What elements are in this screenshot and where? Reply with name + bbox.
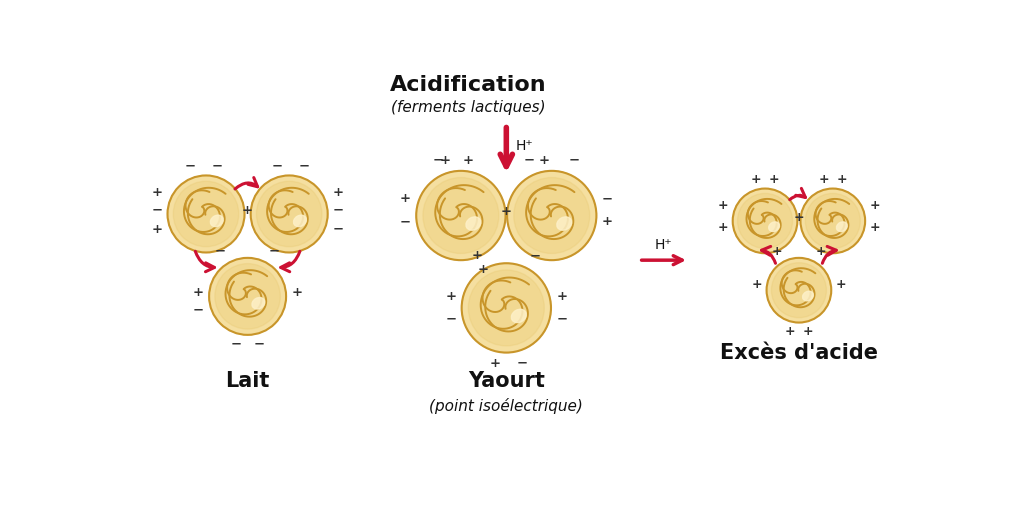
Text: −: − bbox=[556, 313, 567, 326]
Text: +: + bbox=[463, 154, 474, 167]
Text: +: + bbox=[794, 211, 804, 224]
Text: Lait: Lait bbox=[225, 371, 269, 391]
Text: +: + bbox=[815, 245, 825, 258]
Text: −: − bbox=[193, 304, 204, 317]
Text: (point isoélectrique): (point isoélectrique) bbox=[429, 399, 584, 415]
Ellipse shape bbox=[252, 297, 265, 309]
Text: +: + bbox=[489, 357, 501, 370]
Text: +: + bbox=[193, 286, 204, 299]
Circle shape bbox=[416, 171, 506, 260]
Circle shape bbox=[771, 263, 826, 318]
Circle shape bbox=[423, 177, 499, 253]
Ellipse shape bbox=[803, 291, 813, 301]
Text: −: − bbox=[254, 337, 265, 351]
Text: +: + bbox=[445, 290, 457, 303]
Text: Acidification: Acidification bbox=[389, 75, 546, 94]
Circle shape bbox=[767, 258, 831, 322]
Text: −: − bbox=[516, 357, 527, 370]
Text: +: + bbox=[718, 199, 728, 212]
Text: +: + bbox=[784, 325, 795, 338]
Ellipse shape bbox=[511, 309, 526, 323]
Ellipse shape bbox=[210, 215, 223, 227]
Circle shape bbox=[256, 181, 322, 247]
Text: −: − bbox=[433, 154, 444, 167]
Text: +: + bbox=[152, 186, 162, 199]
Circle shape bbox=[462, 263, 551, 352]
Text: +: + bbox=[440, 154, 451, 167]
Text: +: + bbox=[769, 173, 779, 186]
Text: −: − bbox=[524, 154, 535, 167]
Circle shape bbox=[173, 181, 239, 247]
Text: −: − bbox=[299, 160, 310, 173]
Text: +: + bbox=[837, 173, 847, 186]
Circle shape bbox=[251, 175, 328, 252]
Text: +: + bbox=[803, 325, 813, 338]
Ellipse shape bbox=[466, 217, 481, 230]
Circle shape bbox=[468, 270, 545, 346]
Text: −: − bbox=[602, 192, 612, 205]
Text: +: + bbox=[869, 199, 881, 212]
Text: −: − bbox=[185, 160, 197, 173]
Text: −: − bbox=[272, 160, 284, 173]
Text: +: + bbox=[539, 154, 550, 167]
Circle shape bbox=[801, 188, 865, 253]
Ellipse shape bbox=[294, 215, 306, 227]
Circle shape bbox=[209, 258, 286, 335]
Text: +: + bbox=[478, 263, 489, 276]
Text: H⁺: H⁺ bbox=[515, 139, 534, 153]
Text: −: − bbox=[568, 154, 580, 167]
Text: −: − bbox=[152, 203, 162, 216]
Text: +: + bbox=[836, 278, 847, 291]
Text: −: − bbox=[230, 337, 242, 351]
Ellipse shape bbox=[769, 222, 779, 231]
Text: −: − bbox=[212, 160, 223, 173]
Text: +: + bbox=[242, 203, 253, 216]
Circle shape bbox=[215, 264, 281, 329]
Text: (ferments lactiques): (ferments lactiques) bbox=[390, 100, 545, 115]
Text: −: − bbox=[269, 245, 281, 258]
Text: +: + bbox=[869, 221, 881, 234]
Text: −: − bbox=[400, 215, 411, 228]
Text: +: + bbox=[751, 173, 761, 186]
Text: +: + bbox=[718, 221, 728, 234]
Circle shape bbox=[168, 175, 245, 252]
Text: +: + bbox=[556, 290, 567, 303]
Text: H⁺: H⁺ bbox=[654, 238, 672, 252]
Text: −: − bbox=[333, 203, 344, 216]
Text: +: + bbox=[602, 215, 612, 228]
Circle shape bbox=[507, 171, 596, 260]
Text: −: − bbox=[501, 154, 512, 167]
Text: +: + bbox=[152, 223, 162, 236]
Text: +: + bbox=[472, 249, 483, 262]
Circle shape bbox=[514, 177, 590, 253]
Ellipse shape bbox=[837, 222, 847, 231]
Text: +: + bbox=[752, 278, 762, 291]
Text: −: − bbox=[529, 249, 541, 262]
Text: Yaourt: Yaourt bbox=[468, 371, 545, 391]
Text: +: + bbox=[333, 186, 344, 199]
Ellipse shape bbox=[557, 217, 571, 230]
Text: +: + bbox=[400, 192, 411, 205]
Text: −: − bbox=[333, 223, 344, 236]
Text: +: + bbox=[292, 286, 302, 299]
Circle shape bbox=[805, 194, 860, 249]
Text: Excès d'acide: Excès d'acide bbox=[720, 343, 878, 363]
Text: +: + bbox=[772, 245, 782, 258]
Text: +: + bbox=[818, 173, 828, 186]
Circle shape bbox=[737, 194, 793, 249]
Text: −: − bbox=[215, 245, 226, 258]
Text: −: − bbox=[445, 313, 457, 326]
Circle shape bbox=[733, 188, 798, 253]
Text: +: + bbox=[501, 205, 512, 218]
